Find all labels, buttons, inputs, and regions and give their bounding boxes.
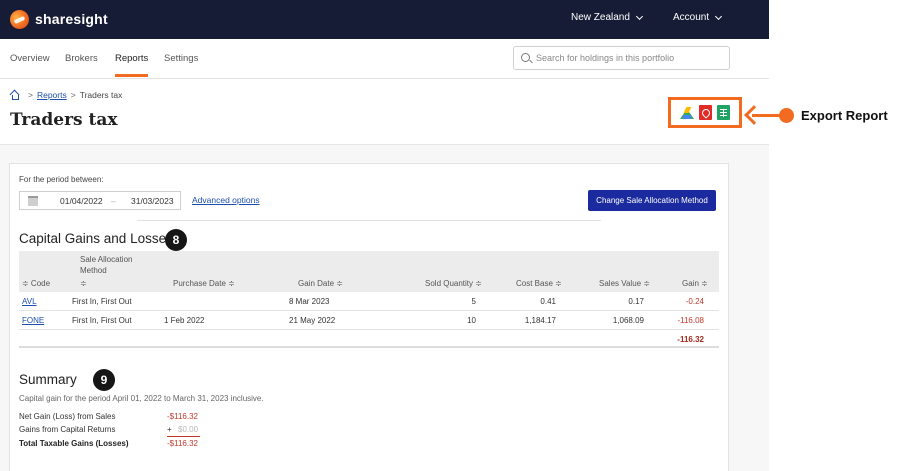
annotation-margin <box>769 0 917 471</box>
table-header <box>19 251 719 292</box>
total-taxable-value: -$116.32 <box>167 439 198 448</box>
holdings-search-input[interactable]: Search for holdings in this portfolio <box>513 46 730 70</box>
col-method-header-line1[interactable]: Sale Allocation <box>80 255 133 264</box>
row-gain-date: 8 Mar 2023 <box>289 297 330 306</box>
date-range-dash: – <box>111 196 116 206</box>
col-gain-date-header[interactable]: Gain Date ≑ <box>298 279 343 288</box>
region-dropdown[interactable]: New Zealand <box>571 12 643 23</box>
col-method-sort[interactable]: ≑ <box>80 279 87 288</box>
col-sales-value-header[interactable]: Sales Value ≑ <box>599 279 651 288</box>
col-purchase-date-header[interactable]: Purchase Date ≑ <box>173 279 235 288</box>
export-report-annotation: Export Report <box>801 108 888 123</box>
net-gain-label: Net Gain (Loss) from Sales <box>19 412 116 421</box>
row-divider <box>19 310 719 311</box>
row-code-link[interactable]: FONE <box>22 316 45 325</box>
account-label: Account <box>673 12 710 23</box>
google-drive-icon[interactable] <box>680 106 694 119</box>
col-code-header[interactable]: ≑ Code <box>22 279 51 288</box>
total-taxable-label: Total Taxable Gains (Losses) <box>19 439 129 448</box>
breadcrumb: > Reports > Traders tax <box>10 90 122 100</box>
chevron-down-icon <box>715 12 723 20</box>
annotation-dot <box>779 108 794 123</box>
col-sold-quantity-header[interactable]: Sold Quantity ≑ <box>425 279 482 288</box>
account-dropdown[interactable]: Account <box>673 12 723 23</box>
calendar-icon <box>28 196 38 206</box>
net-gain-value: -$116.32 <box>167 412 198 421</box>
chevron-down-icon <box>635 12 643 20</box>
capital-gains-title: Capital Gains and Losses <box>19 231 173 246</box>
step-badge-9: 9 <box>93 369 115 391</box>
summary-title: Summary <box>19 372 77 387</box>
date-to: 31/03/2023 <box>131 196 174 206</box>
row-method: First In, First Out <box>72 316 132 325</box>
breadcrumb-separator: > <box>28 90 33 100</box>
top-bar: sharesight New Zealand Account <box>0 0 769 39</box>
tab-brokers[interactable]: Brokers <box>65 53 98 64</box>
annotation-arrow-line <box>752 114 782 117</box>
date-range-picker[interactable]: 01/04/2022 – 31/03/2023 <box>19 191 181 210</box>
date-from: 01/04/2022 <box>60 196 103 206</box>
capital-returns-label: Gains from Capital Returns <box>19 425 116 434</box>
tab-reports[interactable]: Reports <box>115 53 149 77</box>
period-label: For the period between: <box>19 175 104 184</box>
brand-logo[interactable]: sharesight <box>10 9 108 29</box>
search-icon <box>521 53 530 62</box>
total-divider <box>19 346 719 348</box>
brand-name: sharesight <box>35 11 108 27</box>
page-title: Traders tax <box>10 110 118 130</box>
row-purchase-date: 1 Feb 2022 <box>164 316 205 325</box>
region-label: New Zealand <box>571 12 630 23</box>
page-header <box>0 79 769 145</box>
search-placeholder: Search for holdings in this portfolio <box>536 53 675 63</box>
home-icon[interactable] <box>10 91 19 100</box>
step-badge-8: 8 <box>165 229 187 251</box>
change-sale-allocation-button[interactable]: Change Sale Allocation Method <box>588 190 716 211</box>
row-cost-base: 1,184.17 <box>524 316 556 325</box>
report-card <box>9 163 729 471</box>
row-sales-value: 0.17 <box>628 297 644 306</box>
total-gain: -116.32 <box>677 335 704 344</box>
app-window: sharesight New Zealand Account Overview … <box>0 0 769 471</box>
breadcrumb-separator: > <box>70 90 76 100</box>
col-method-header-line2[interactable]: Method <box>80 266 107 275</box>
row-gain-date: 21 May 2022 <box>289 316 336 325</box>
summary-total-line <box>167 436 200 437</box>
row-code-link[interactable]: AVL <box>22 297 37 306</box>
tab-overview[interactable]: Overview <box>10 53 50 64</box>
sharesight-logo-icon <box>10 9 29 29</box>
export-report-group <box>668 97 742 128</box>
col-cost-base-header[interactable]: Cost Base ≑ <box>516 279 562 288</box>
row-cost-base: 0.41 <box>540 297 556 306</box>
breadcrumb-current: Traders tax <box>79 90 123 100</box>
breadcrumb-reports-link[interactable]: Reports <box>36 90 67 100</box>
row-method: First In, First Out <box>72 297 132 306</box>
divider <box>137 220 601 221</box>
pdf-icon[interactable] <box>699 105 712 120</box>
row-divider <box>19 329 719 330</box>
row-gain: -0.24 <box>685 297 704 306</box>
row-sales-value: 1,068.09 <box>612 316 644 325</box>
capital-returns-plus: + <box>167 425 172 434</box>
row-gain: -116.08 <box>677 316 704 325</box>
advanced-options-link[interactable]: Advanced options <box>192 195 260 205</box>
capital-returns-value: $0.00 <box>178 425 199 434</box>
summary-subtitle: Capital gain for the period April 01, 20… <box>19 394 264 403</box>
tab-settings[interactable]: Settings <box>164 53 199 64</box>
row-sold-quantity: 10 <box>467 316 476 325</box>
spreadsheet-icon[interactable] <box>717 105 730 120</box>
row-sold-quantity: 5 <box>471 297 476 306</box>
col-gain-header[interactable]: Gain ≑ <box>682 279 708 288</box>
